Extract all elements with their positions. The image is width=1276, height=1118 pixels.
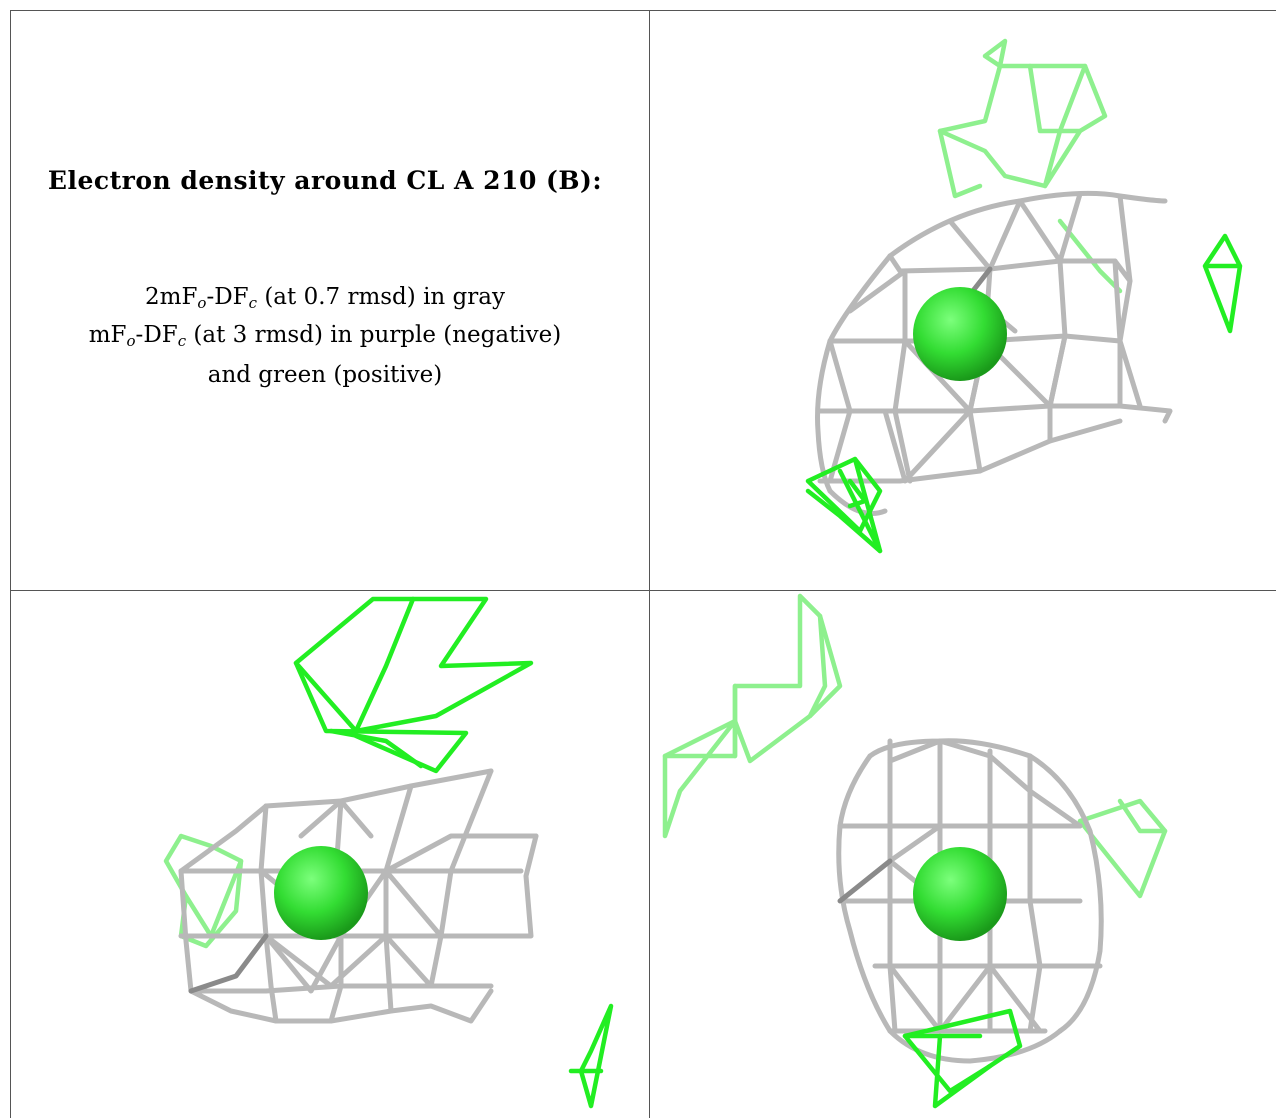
- caption-2fofc-sub-c: c: [248, 294, 258, 312]
- positive-density-mesh-top: [293, 596, 534, 774]
- grid-divider-vertical: [649, 10, 650, 1118]
- density-view-bottom-right: [650, 591, 1276, 1118]
- grid-border-left: [10, 10, 11, 1118]
- caption-2fofc-mid: -DF: [206, 284, 249, 310]
- density-render-bottom-right: [662, 593, 1168, 1109]
- caption-2fofc-sub-o: o: [197, 294, 207, 312]
- density-render-top-right: [805, 38, 1243, 554]
- positive-density-mesh-upper: [937, 38, 1123, 294]
- positive-density-mesh-left-steps: [662, 593, 1168, 899]
- caption-2fofc-prefix: 2mF: [145, 284, 198, 310]
- caption-panel: Electron density around CL A 210 (B): 2m…: [0, 0, 650, 590]
- caption-fofc-prefix: mF: [88, 322, 127, 348]
- chloride-atom-sphere: [913, 847, 1007, 941]
- caption-fofc-mid: -DF: [135, 322, 178, 348]
- caption-map-positive: and green (positive): [207, 362, 443, 388]
- density-render-bottom-left: [163, 596, 614, 1109]
- caption-fofc-sub-o: o: [126, 332, 136, 350]
- caption-title: Electron density around CL A 210 (B):: [47, 166, 603, 195]
- caption-map-2fofc: 2mFo-DFc (at 0.7 rmsd) in gray: [0, 284, 650, 312]
- caption-map-fofc: mFo-DFc (at 3 rmsd) in purple (negative): [0, 322, 650, 350]
- chloride-atom-sphere: [913, 287, 1007, 381]
- caption-fofc-sub-c: c: [177, 332, 187, 350]
- grid-divider-horizontal: [10, 590, 1276, 591]
- positive-density-mesh-right: [1202, 233, 1243, 334]
- positive-density-mesh-corner: [568, 1003, 614, 1109]
- positive-density-mesh-lower: [805, 456, 883, 554]
- caption-2fofc-suffix: (at 0.7 rmsd) in gray: [257, 284, 505, 310]
- density-view-bottom-left: [11, 591, 649, 1118]
- density-view-top-right: [650, 11, 1276, 590]
- caption-fofc-suffix: (at 3 rmsd) in purple (negative): [186, 322, 562, 348]
- chloride-atom-sphere: [274, 846, 368, 940]
- positive-density-mesh-bottom: [902, 1008, 1023, 1109]
- grid-border-top: [10, 10, 1276, 11]
